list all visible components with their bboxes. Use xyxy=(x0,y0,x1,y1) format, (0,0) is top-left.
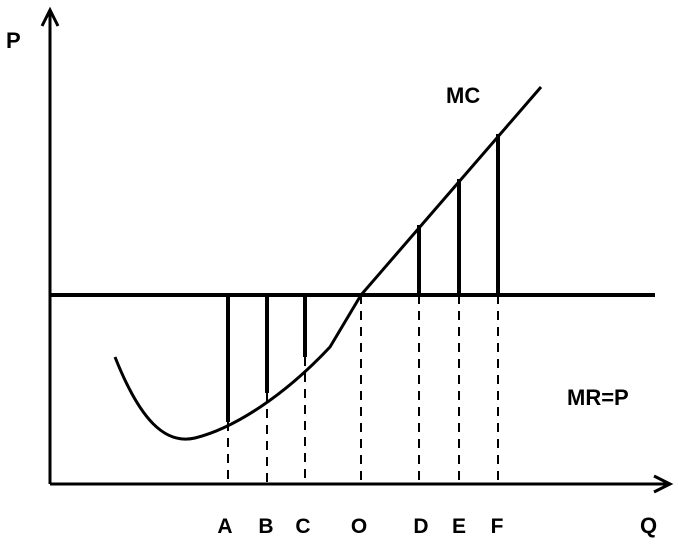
dashed-guides xyxy=(227,295,499,484)
gap-bars xyxy=(226,134,500,422)
axes xyxy=(40,6,674,494)
quantity-label: C xyxy=(295,515,310,538)
quantity-labels: A B C O D E F xyxy=(217,515,503,538)
x-axis-arrow-icon xyxy=(653,474,674,494)
y-axis-label: P xyxy=(6,28,21,53)
quantity-label: F xyxy=(491,515,504,538)
mc-label: MC xyxy=(446,83,480,108)
mc-curve xyxy=(113,86,543,441)
quantity-label: O xyxy=(351,515,367,538)
quantity-label: A xyxy=(217,515,232,538)
y-axis-arrow-icon xyxy=(40,6,60,27)
mr-label: MR=P xyxy=(567,385,629,410)
quantity-label: D xyxy=(413,515,428,538)
quantity-label: E xyxy=(452,515,466,538)
x-axis-label: Q xyxy=(640,513,657,538)
quantity-label: B xyxy=(258,515,273,538)
